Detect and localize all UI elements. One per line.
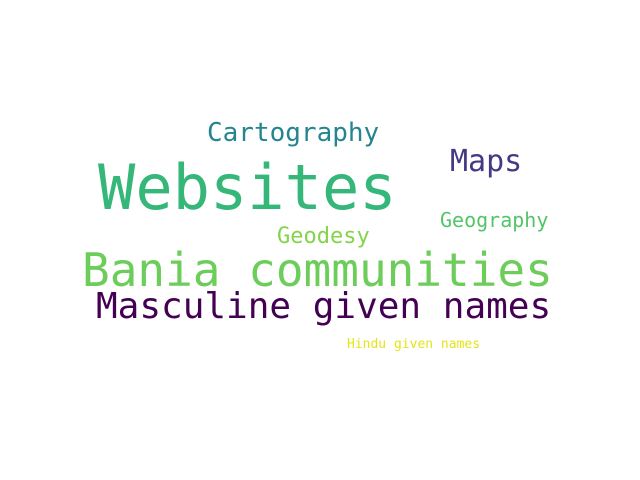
word-cartography: Cartography bbox=[207, 118, 380, 148]
word-geography: Geography bbox=[440, 208, 549, 232]
word-bania-communities: Bania communities bbox=[82, 243, 553, 297]
word-websites: Websites bbox=[98, 151, 397, 224]
word-hindu-given-names: Hindu given names bbox=[347, 337, 481, 352]
word-masculine-given-names: Masculine given names bbox=[96, 286, 552, 327]
word-maps: Maps bbox=[450, 144, 523, 179]
word-geodesy: Geodesy bbox=[277, 224, 370, 249]
